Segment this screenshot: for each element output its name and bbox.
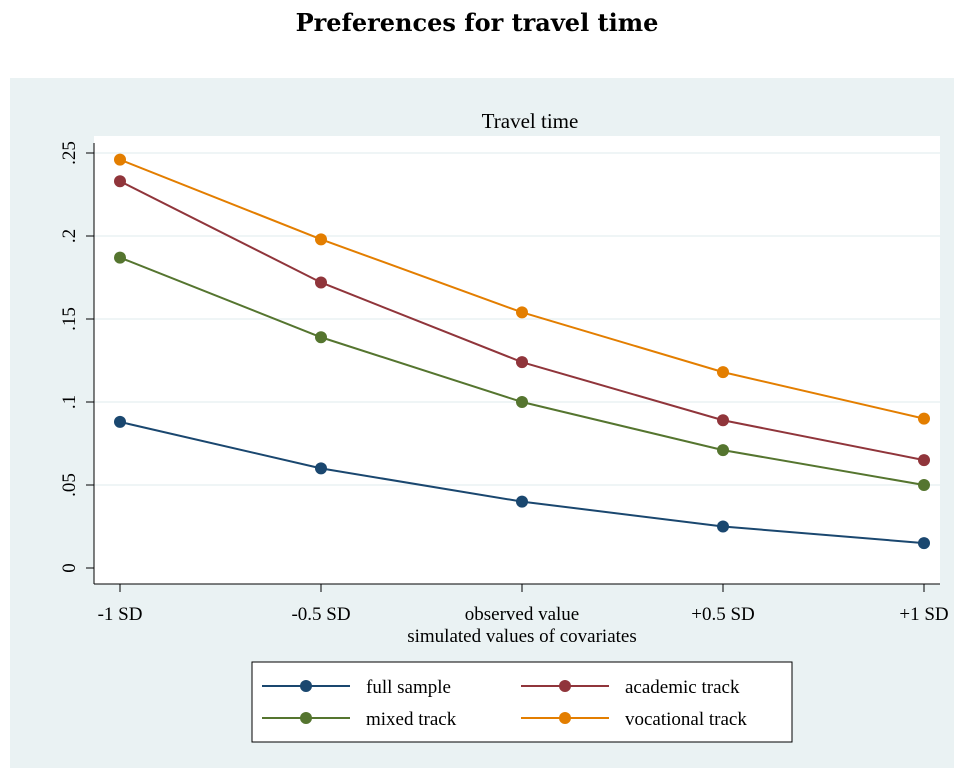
data-point xyxy=(918,412,930,425)
data-point xyxy=(516,306,528,319)
y-tick-label: .15 xyxy=(59,307,80,331)
x-tick-label: -0.5 SD xyxy=(291,604,350,625)
data-point xyxy=(315,331,327,344)
legend-marker xyxy=(300,680,312,692)
x-tick-label: +0.5 SD xyxy=(691,604,755,625)
data-point xyxy=(114,415,126,428)
data-point xyxy=(717,366,729,379)
data-point xyxy=(717,444,729,457)
legend-label: full sample xyxy=(366,677,451,698)
legend-marker xyxy=(559,712,571,724)
y-tick-label: .25 xyxy=(59,141,80,165)
data-point xyxy=(717,520,729,533)
x-tick-label: observed value xyxy=(465,604,579,625)
x-tick-label: -1 SD xyxy=(98,604,143,625)
data-point xyxy=(918,454,930,467)
data-point xyxy=(516,356,528,369)
data-point xyxy=(918,537,930,550)
y-tick-label: .1 xyxy=(59,395,80,409)
data-point xyxy=(516,396,528,408)
data-point xyxy=(315,276,327,289)
y-tick-label: 0 xyxy=(59,563,80,573)
data-point xyxy=(315,462,327,475)
legend-marker xyxy=(559,680,571,692)
data-point xyxy=(114,153,126,166)
page-title: Preferences for travel time xyxy=(295,8,659,37)
legend-label: vocational track xyxy=(625,709,747,730)
data-point xyxy=(516,495,528,508)
y-tick-label: .05 xyxy=(59,473,80,497)
data-point xyxy=(114,175,126,188)
legend-marker xyxy=(300,712,312,724)
y-tick-label: .2 xyxy=(59,229,80,243)
legend-box xyxy=(251,661,793,743)
x-tick-label: +1 SD xyxy=(899,604,948,625)
data-point xyxy=(918,479,930,491)
x-axis-label: simulated values of covariates xyxy=(407,626,637,647)
data-point xyxy=(717,414,729,427)
legend-label: mixed track xyxy=(366,709,457,730)
data-point xyxy=(114,251,126,264)
chart-title: Travel time xyxy=(482,109,579,133)
legend-label: academic track xyxy=(625,677,740,698)
data-point xyxy=(315,233,327,246)
